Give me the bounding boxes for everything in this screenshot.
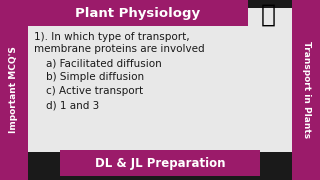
Text: 1). In which type of transport,: 1). In which type of transport, [34, 32, 190, 42]
Text: DL & JL Preparation: DL & JL Preparation [95, 156, 225, 170]
Bar [0, 0, 28, 180]
Bar [28, 8, 292, 152]
Text: 🤔: 🤔 [260, 3, 276, 27]
Text: Plant Physiology: Plant Physiology [76, 6, 201, 19]
Text: Important MCQ'S: Important MCQ'S [10, 47, 19, 133]
Text: membrane proteins are involved: membrane proteins are involved [34, 44, 204, 54]
Bar [60, 150, 260, 176]
Text: c) Active transport: c) Active transport [46, 86, 143, 96]
Text: b) Simple diffusion: b) Simple diffusion [46, 72, 144, 82]
Bar [292, 0, 320, 180]
Text: d) 1 and 3: d) 1 and 3 [46, 100, 99, 110]
Text: Transport in Plants: Transport in Plants [301, 41, 310, 139]
Text: a) Facilitated diffusion: a) Facilitated diffusion [46, 58, 162, 68]
Bar [28, 0, 248, 26]
